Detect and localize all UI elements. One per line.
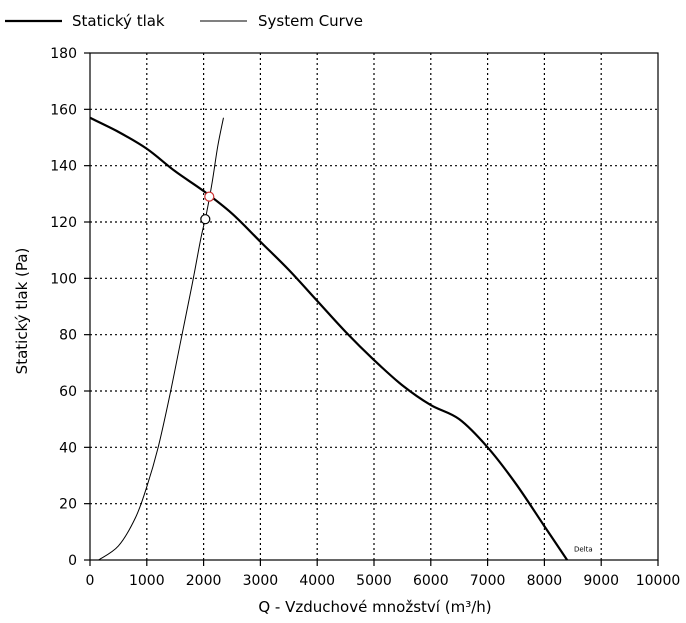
y-tick-label: 60 xyxy=(59,384,77,400)
x-tick-label: 0 xyxy=(86,573,95,589)
y-axis-title: Statický tlak (Pa) xyxy=(13,248,31,375)
x-tick-label: 10000 xyxy=(636,573,681,589)
x-axis-ticks: 0 1000 2000 3000 4000 5000 6000 7000 8000 9000 100… xyxy=(86,560,681,589)
x-tick-label: 6000 xyxy=(413,573,449,589)
annotations-layer: Delta xyxy=(574,545,593,553)
x-tick-label: 5000 xyxy=(356,573,392,589)
grid xyxy=(90,53,658,560)
y-tick-label: 180 xyxy=(50,46,77,62)
x-tick-label: 3000 xyxy=(243,573,279,589)
y-tick-label: 120 xyxy=(50,215,77,231)
markers-layer xyxy=(200,191,215,225)
x-tick-label: 2000 xyxy=(186,573,222,589)
x-tick-label: 1000 xyxy=(129,573,165,589)
x-tick-label: 7000 xyxy=(470,573,506,589)
series-layer xyxy=(89,116,569,561)
y-tick-label: 80 xyxy=(59,328,77,344)
y-axis-ticks: 0 20 40 60 80 100 120 140 160 180 xyxy=(50,46,90,569)
y-tick-label: 160 xyxy=(50,102,77,118)
x-axis-title: Q - Vzduchové množství (m³/h) xyxy=(258,598,491,616)
annotation-label: Delta xyxy=(574,545,593,553)
x-tick-label: 9000 xyxy=(583,573,619,589)
y-tick-label: 0 xyxy=(68,553,77,569)
x-tick-label: 8000 xyxy=(527,573,563,589)
y-tick-label: 100 xyxy=(50,271,77,287)
y-tick-label: 140 xyxy=(50,159,77,175)
legend-label-static-pressure: Statický tlak xyxy=(72,12,165,30)
y-tick-label: 20 xyxy=(59,497,77,513)
x-tick-label: 4000 xyxy=(299,573,335,589)
series-line-static-pressure xyxy=(89,116,569,561)
y-tick-label: 40 xyxy=(59,440,77,456)
legend: Statický tlak System Curve xyxy=(5,12,363,30)
series-line-system-curve xyxy=(98,117,224,561)
operating-point-marker xyxy=(204,191,215,202)
legend-label-system-curve: System Curve xyxy=(258,12,363,30)
system-point-marker xyxy=(200,214,211,225)
